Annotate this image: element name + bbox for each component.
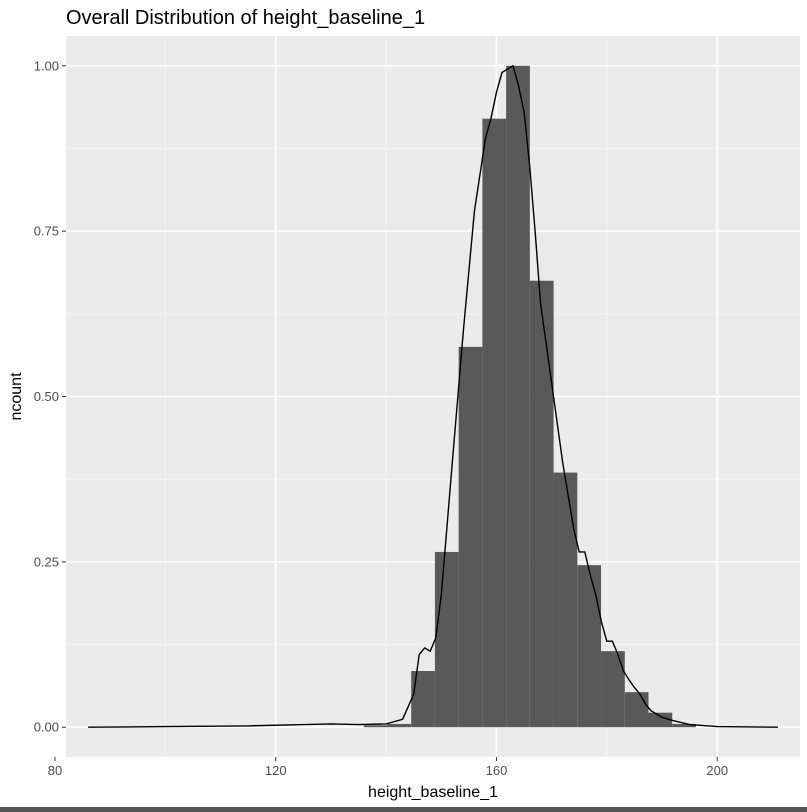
histogram-bar (672, 723, 696, 728)
histogram-bar (482, 118, 507, 728)
y-tick-label: 0.50 (34, 389, 59, 404)
y-tick-label: 0.75 (34, 224, 59, 239)
histogram-bar (458, 346, 483, 728)
y-tick-label: 0.25 (34, 554, 59, 569)
y-tick-label: 1.00 (34, 58, 59, 73)
histogram-bar (601, 651, 625, 728)
histogram-bar (529, 280, 554, 728)
y-tick-label: 0.00 (34, 720, 59, 735)
y-axis-title: ncount (8, 372, 25, 421)
histogram-bar (363, 725, 388, 728)
histogram-bar (506, 65, 530, 728)
x-axis-ticks: 80 120 160 200 (48, 757, 728, 778)
histogram-bar (577, 565, 602, 728)
histogram-bar (387, 723, 412, 728)
x-tick-label: 120 (265, 763, 287, 778)
x-tick-label: 160 (486, 763, 508, 778)
y-axis-ticks: 0.00 0.25 0.50 0.75 1.00 (34, 58, 66, 735)
x-tick-label: 200 (706, 763, 728, 778)
x-tick-label: 80 (48, 763, 62, 778)
density-line (88, 64, 778, 728)
histogram-bar (624, 692, 649, 728)
histogram-bar (553, 472, 578, 728)
histogram-bar (411, 671, 435, 728)
x-axis-title: height_baseline_1 (368, 784, 498, 801)
histogram-bar (434, 551, 459, 728)
histogram-bars (363, 65, 696, 728)
histogram-bar (648, 712, 673, 728)
chart-title: Overall Distribution of height_baseline_… (66, 7, 425, 29)
